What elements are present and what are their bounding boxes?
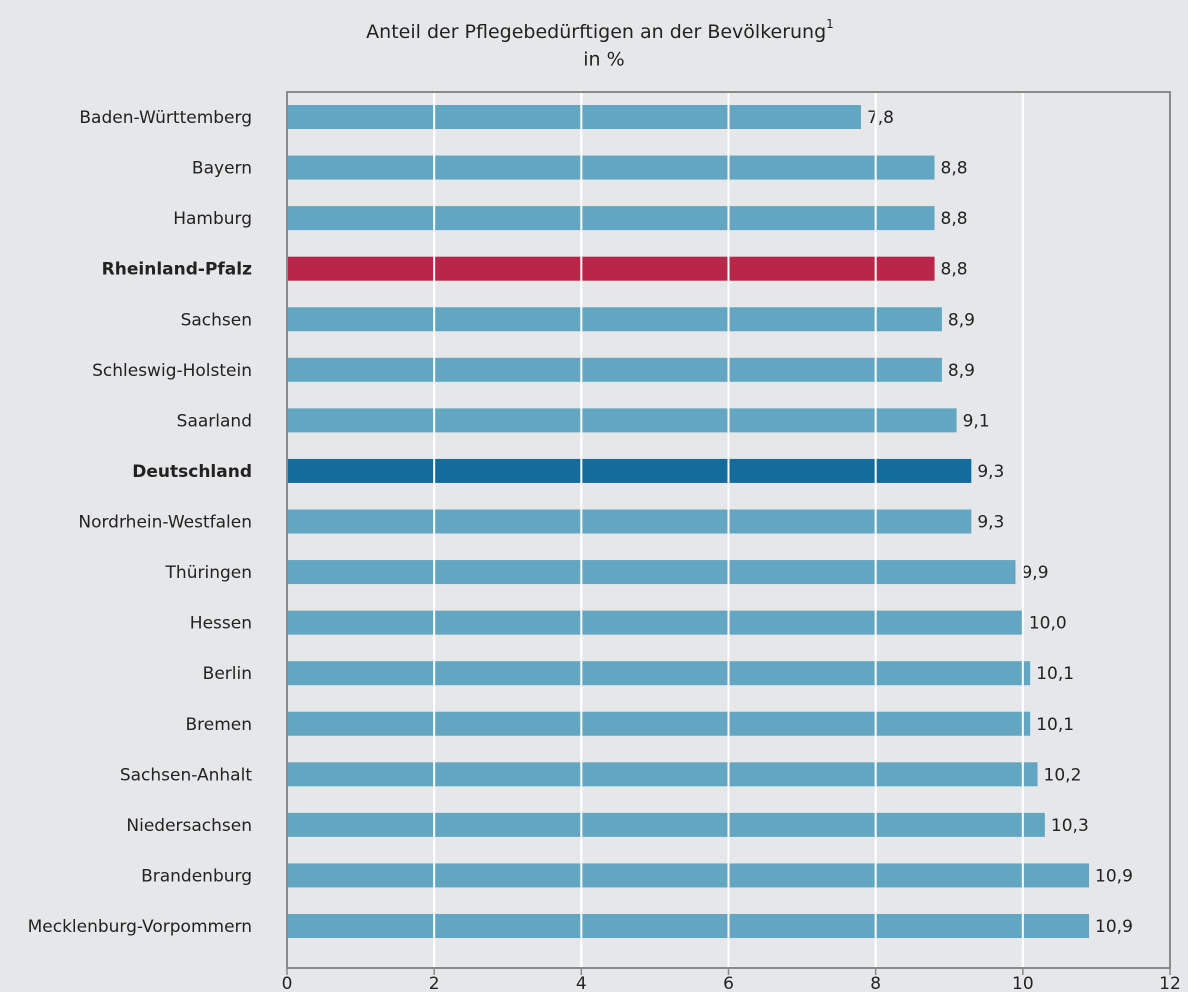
bar — [287, 155, 935, 180]
bar — [287, 357, 942, 382]
value-label: 9,9 — [1021, 563, 1048, 583]
y-tick-label: Hessen — [190, 614, 252, 634]
bar — [287, 256, 935, 281]
value-label: 9,3 — [977, 513, 1004, 533]
bar — [287, 762, 1038, 787]
value-label: 10,9 — [1095, 866, 1133, 886]
plot-frame — [286, 91, 1171, 969]
y-tick-label: Brandenburg — [141, 866, 252, 886]
value-label: 9,3 — [977, 462, 1004, 482]
y-tick-label: Niedersachsen — [126, 816, 252, 836]
value-label: 10,2 — [1044, 765, 1082, 785]
value-label: 8,9 — [948, 310, 975, 330]
bar — [287, 206, 935, 231]
x-tick-label: 10 — [1012, 974, 1034, 992]
x-tick-label: 8 — [870, 974, 881, 992]
value-label: 8,8 — [941, 209, 968, 229]
bar — [287, 105, 861, 129]
bar — [287, 661, 1031, 686]
value-label: 7,8 — [867, 108, 894, 128]
value-label: 9,1 — [963, 411, 990, 431]
bar — [287, 560, 1016, 585]
y-tick-label: Schleswig-Holstein — [92, 361, 252, 381]
bar — [287, 711, 1031, 736]
value-label: 10,3 — [1051, 816, 1089, 836]
value-label: 10,0 — [1029, 614, 1067, 634]
footnote-marker: 1 — [826, 17, 834, 31]
x-tick-label: 12 — [1159, 974, 1181, 992]
x-tick-label: 4 — [576, 974, 587, 992]
y-tick-label: Bremen — [185, 715, 252, 735]
bar — [287, 914, 1090, 938]
title-text: Anteil der Pflegebedürftigen an der Bevö… — [366, 21, 826, 43]
bar — [287, 509, 972, 534]
value-label: 8,8 — [941, 260, 968, 280]
bar — [287, 307, 942, 332]
value-label: 10,1 — [1036, 715, 1074, 735]
y-tick-label: Thüringen — [165, 563, 252, 583]
bar — [287, 408, 957, 433]
chart-subtitle: in % — [583, 49, 624, 71]
y-tick-label: Deutschland — [132, 462, 252, 482]
y-tick-label: Mecklenburg-Vorpommern — [28, 917, 252, 937]
value-label: 8,8 — [941, 159, 968, 179]
bar — [287, 863, 1090, 888]
bar — [287, 610, 1023, 635]
bar — [287, 458, 972, 483]
y-tick-label: Berlin — [203, 664, 252, 684]
value-label: 10,1 — [1036, 664, 1074, 684]
y-tick-label: Saarland — [177, 411, 252, 431]
y-tick-label: Sachsen — [181, 310, 252, 330]
x-tick-label: 0 — [282, 974, 293, 992]
y-tick-label: Rheinland-Pfalz — [102, 260, 252, 280]
y-tick-label: Baden-Württemberg — [79, 108, 252, 128]
chart-title: Anteil der Pflegebedürftigen an der Bevö… — [366, 17, 834, 43]
x-tick-label: 6 — [723, 974, 734, 992]
y-tick-label: Bayern — [192, 159, 252, 179]
y-tick-label: Nordrhein-Westfalen — [78, 513, 252, 533]
y-tick-label: Sachsen-Anhalt — [120, 765, 252, 785]
value-label: 8,9 — [948, 361, 975, 381]
value-label: 10,9 — [1095, 917, 1133, 937]
bar — [287, 812, 1045, 837]
x-tick-label: 2 — [429, 974, 440, 992]
y-tick-label: Hamburg — [173, 209, 252, 229]
